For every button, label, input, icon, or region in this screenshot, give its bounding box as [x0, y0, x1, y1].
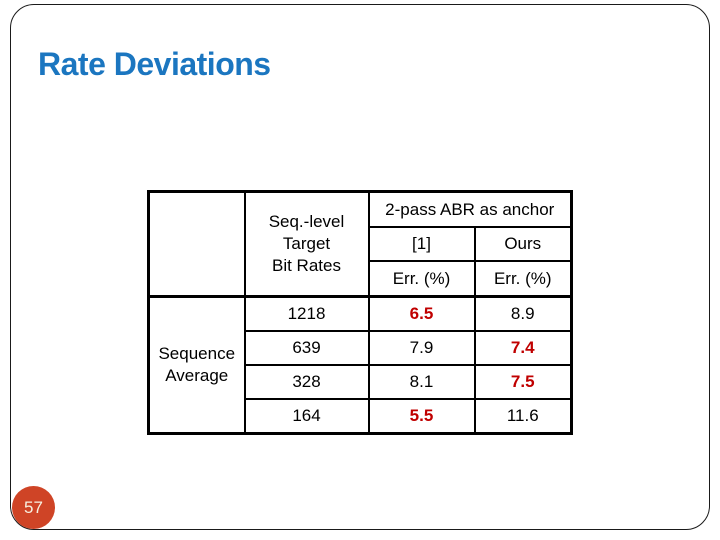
target-bitrate-cell: 1218 — [243, 295, 370, 332]
err-ref-cell: 5.5 — [367, 398, 476, 435]
page-number: 57 — [24, 497, 43, 517]
sequence-average-label: Sequence Average — [147, 295, 246, 435]
table-row: Sequence Average 1218 6.5 8.9 — [147, 295, 573, 435]
target-header-line-2: Target — [282, 233, 331, 253]
slide-title: Rate Deviations — [38, 46, 271, 82]
method-ref-header: [1] — [367, 226, 476, 262]
row-group-line-1: Sequence — [158, 343, 236, 363]
target-bitrate-cell: 328 — [243, 364, 370, 400]
table-row: 164 5.5 11.6 — [149, 398, 573, 435]
target-header-line-3: Bit Rates — [272, 256, 341, 276]
target-bitrate-cell: 639 — [243, 330, 370, 366]
method-ours-header: Ours — [473, 226, 573, 262]
err-ours-cell: 7.4 — [473, 330, 573, 366]
err-ours-header: Err. (%) — [473, 260, 573, 298]
target-bitrates-header: Seq.-level Target Bit Rates — [243, 190, 370, 298]
err-ours-cell: 8.9 — [473, 295, 573, 332]
err-ref-cell: 7.9 — [367, 330, 476, 366]
err-ref-cell: 8.1 — [367, 364, 476, 400]
page-number-badge: 57 — [12, 486, 55, 529]
err-ours-cell: 11.6 — [473, 398, 573, 435]
table-corner-cell — [147, 190, 246, 298]
err-ours-cell: 7.5 — [473, 364, 573, 400]
table-row: 639 7.9 7.4 — [149, 330, 573, 366]
row-group-line-2: Average — [165, 366, 229, 385]
target-bitrate-cell: 164 — [243, 398, 370, 435]
anchor-group-header: 2-pass ABR as anchor — [367, 190, 573, 228]
rate-deviations-table: Seq.-level Target Bit Rates 2-pass ABR a… — [147, 190, 573, 435]
target-header-line-1: Seq.-level — [268, 211, 345, 231]
err-ref-cell: 6.5 — [367, 295, 476, 332]
table-row: 328 8.1 7.5 — [149, 364, 573, 400]
err-ref-header: Err. (%) — [367, 260, 476, 298]
